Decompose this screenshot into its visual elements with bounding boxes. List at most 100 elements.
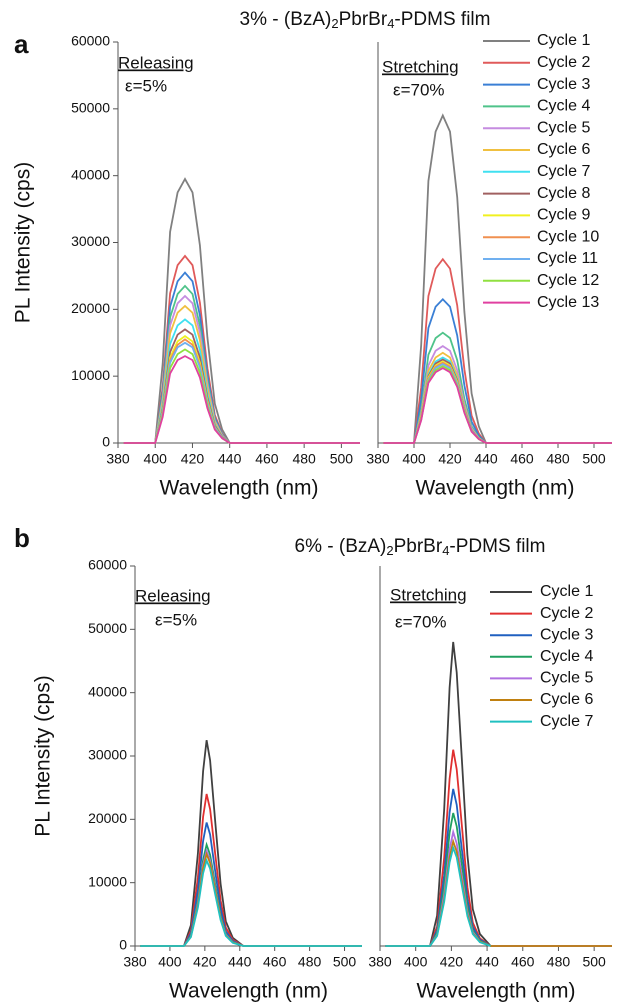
x-tick-label: 500	[330, 451, 354, 467]
x-tick-label: 500	[333, 954, 357, 970]
spectrum-line	[140, 841, 362, 947]
legend-label: Cycle 7	[540, 713, 593, 730]
spectrum-line	[140, 851, 362, 947]
y-axis-label: PL Intensity (cps)	[32, 675, 55, 836]
spectrum-line	[140, 793, 362, 947]
y-tick-label: 20000	[71, 300, 110, 316]
legend-label: Cycle 10	[537, 228, 599, 245]
spectrum-line	[383, 113, 612, 444]
annotation: ε=70%	[395, 612, 447, 631]
y-tick-label: 20000	[88, 810, 127, 826]
legend-label: Cycle 4	[540, 648, 593, 665]
x-tick-label: 480	[547, 954, 571, 970]
x-tick-label: 420	[181, 451, 205, 467]
annotation: Stretching	[382, 57, 459, 76]
annotation: ε=70%	[393, 80, 445, 99]
y-tick-label: 0	[102, 434, 110, 450]
title-part: PbrBr	[394, 536, 443, 557]
title-part: -PDMS film	[394, 9, 490, 30]
title-part: 3% - (BzA)	[240, 9, 332, 30]
legend-label: Cycle 5	[540, 670, 593, 687]
y-tick-label: 0	[119, 937, 127, 953]
x-tick-label: 380	[123, 954, 147, 970]
spectrum-line	[383, 298, 612, 444]
spectrum-line	[123, 177, 360, 444]
legend-label: Cycle 6	[540, 691, 593, 708]
spectrum-line	[385, 812, 612, 947]
spectrum-line	[385, 788, 612, 947]
spectrum-line	[140, 847, 362, 947]
y-tick-label: 50000	[71, 100, 110, 116]
annotation: Releasing	[118, 53, 194, 72]
x-tick-label: 400	[158, 954, 182, 970]
x-tick-label: 500	[582, 954, 606, 970]
y-tick-label: 30000	[71, 233, 110, 249]
x-axis-label: Wavelength (nm)	[416, 980, 575, 1003]
x-tick-label: 440	[228, 954, 252, 970]
legend-label: Cycle 5	[537, 119, 590, 136]
spectrum-line	[383, 257, 612, 444]
figure-title: 6% - (BzA)2PbrBr4-PDMS film	[295, 536, 546, 558]
y-tick-label: 40000	[88, 683, 127, 699]
x-tick-label: 380	[366, 451, 390, 467]
x-tick-label: 460	[263, 954, 287, 970]
title-part: 6% - (BzA)	[295, 536, 387, 557]
x-tick-label: 400	[404, 954, 428, 970]
x-tick-label: 480	[298, 954, 322, 970]
y-tick-label: 30000	[88, 747, 127, 763]
spectrum-line	[140, 857, 362, 947]
spectrum-line	[140, 740, 362, 947]
x-tick-label: 460	[255, 451, 279, 467]
spectrum-line	[385, 749, 612, 947]
x-axis-label: Wavelength (nm)	[169, 980, 328, 1003]
legend-label: Cycle 1	[537, 32, 590, 49]
x-axis-label: Wavelength (nm)	[415, 477, 574, 500]
x-tick-label: 440	[218, 451, 242, 467]
spectrum-line	[385, 838, 612, 947]
spectrum-line	[140, 822, 362, 947]
x-tick-label: 460	[511, 954, 535, 970]
x-tick-label: 400	[144, 451, 168, 467]
title-part: 2	[331, 16, 338, 31]
legend-label: Cycle 4	[537, 98, 590, 115]
legend-label: Cycle 2	[537, 54, 590, 71]
annotation: ε=5%	[125, 76, 167, 95]
y-tick-label: 40000	[71, 166, 110, 182]
legend-label: Cycle 13	[537, 294, 599, 311]
legend-label: Cycle 9	[537, 207, 590, 224]
y-tick-label: 60000	[88, 557, 127, 573]
y-tick-label: 60000	[71, 33, 110, 49]
legend-label: Cycle 8	[537, 185, 590, 202]
title-part: 4	[442, 543, 449, 558]
spectrum-line	[385, 828, 612, 947]
panel-label: a	[14, 29, 29, 59]
annotation: Releasing	[135, 586, 211, 605]
title-part: -PDMS film	[449, 536, 545, 557]
annotation: ε=5%	[155, 610, 197, 629]
x-tick-label: 440	[474, 451, 498, 467]
legend-label: Cycle 2	[540, 605, 593, 622]
x-tick-label: 440	[475, 954, 499, 970]
panel-label: b	[14, 523, 30, 553]
title-part: PbrBr	[339, 9, 388, 30]
x-axis-label: Wavelength (nm)	[159, 477, 318, 500]
y-tick-label: 50000	[88, 620, 127, 636]
legend-label: Cycle 3	[537, 76, 590, 93]
spectrum-line	[383, 367, 612, 444]
x-tick-label: 420	[438, 451, 462, 467]
legend-label: Cycle 6	[537, 141, 590, 158]
x-tick-label: 480	[546, 451, 570, 467]
spectrum-line	[385, 641, 612, 947]
x-tick-label: 420	[440, 954, 464, 970]
title-part: 4	[387, 16, 394, 31]
y-axis-label: PL Intensity (cps)	[12, 162, 35, 323]
legend-label: Cycle 1	[540, 583, 593, 600]
x-tick-label: 380	[106, 451, 130, 467]
x-tick-label: 500	[582, 451, 606, 467]
y-tick-label: 10000	[88, 873, 127, 889]
legend-label: Cycle 12	[537, 272, 599, 289]
spectrum-line	[123, 355, 360, 444]
legend-label: Cycle 3	[540, 626, 593, 643]
y-tick-label: 10000	[71, 367, 110, 383]
